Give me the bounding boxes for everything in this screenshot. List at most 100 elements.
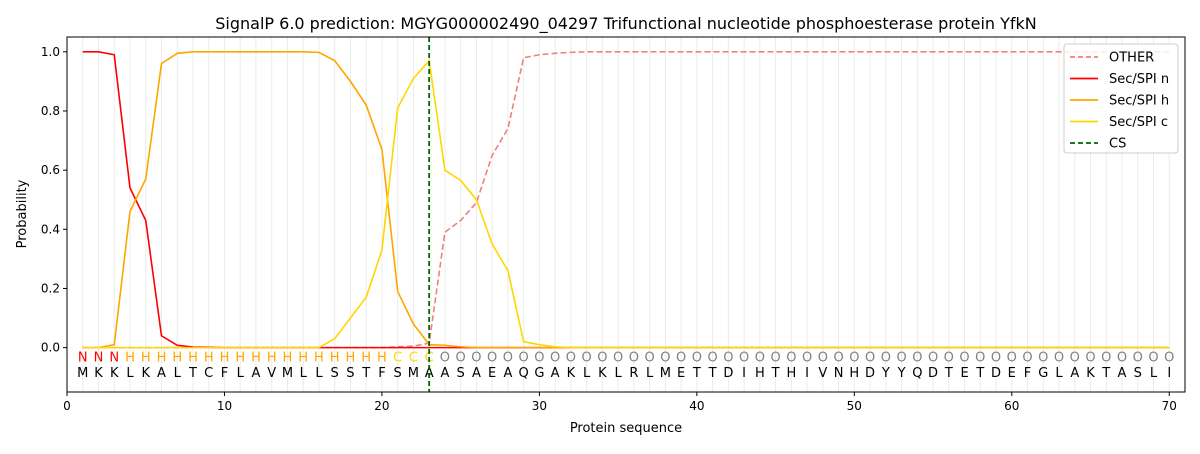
sequence-annotations: MKKLKALTCFLAVMLLSSTFSMAASAEAQGAKLKLRLMET…	[77, 351, 1174, 382]
region-label: O	[487, 351, 497, 366]
region-label: O	[1148, 351, 1158, 366]
region-label: O	[802, 351, 812, 366]
x-tick-label: 0	[63, 399, 71, 413]
region-label: O	[1117, 351, 1127, 366]
legend-entry: OTHER	[1109, 51, 1154, 66]
region-label: O	[944, 351, 954, 366]
y-tick-label: 0.8	[41, 104, 60, 118]
x-tick-label: 60	[1004, 399, 1019, 413]
region-label: O	[1101, 351, 1111, 366]
region-label: O	[440, 351, 450, 366]
region-label: H	[172, 351, 182, 366]
y-tick-label: 0.2	[41, 281, 60, 295]
region-label: O	[991, 351, 1001, 366]
residue-sequence: MKKLKALTCFLAVMLLSSTFSMAASAEAQGAKLKLRLMET…	[77, 366, 1171, 381]
region-label: O	[755, 351, 765, 366]
region-label: O	[896, 351, 906, 366]
region-label: O	[1085, 351, 1095, 366]
region-label: H	[267, 351, 277, 366]
region-label: O	[818, 351, 828, 366]
region-label: O	[723, 351, 733, 366]
region-label: N	[109, 351, 119, 366]
region-label: C	[409, 351, 418, 366]
region-label: O	[865, 351, 875, 366]
region-label: O	[676, 351, 686, 366]
region-label: O	[849, 351, 859, 366]
region-label: O	[471, 351, 481, 366]
y-tick-label: 0.4	[41, 222, 60, 236]
region-label: H	[346, 351, 356, 366]
region-label: O	[770, 351, 780, 366]
region-label: O	[550, 351, 560, 366]
region-label: H	[314, 351, 324, 366]
region-label: O	[582, 351, 592, 366]
region-label: H	[125, 351, 135, 366]
region-label: N	[94, 351, 104, 366]
region-label: H	[188, 351, 198, 366]
legend-entry: Sec/SPI h	[1109, 94, 1169, 109]
region-label: O	[456, 351, 466, 366]
legend-entry: Sec/SPI n	[1109, 72, 1169, 87]
region-label: C	[393, 351, 402, 366]
series-line-sec-spi-n	[82, 50, 1170, 349]
region-label: O	[534, 351, 544, 366]
region-label: O	[739, 351, 749, 366]
region-label: O	[1022, 351, 1032, 366]
region-label: H	[330, 351, 340, 366]
region-label: O	[1007, 351, 1017, 366]
x-tick-label: 70	[1162, 399, 1177, 413]
y-tick-label: 0.0	[41, 341, 60, 355]
ticks: 0 10 20 30 40 50 60 70 0.0 0.2 0.4 0.6 0.8 1.0	[41, 45, 1177, 413]
legend-entry: CS	[1109, 137, 1126, 152]
x-tick-label: 40	[689, 399, 704, 413]
y-tick-label: 1.0	[41, 45, 60, 59]
region-label: O	[1164, 351, 1174, 366]
legend-entry: Sec/SPI c	[1109, 115, 1168, 130]
region-label: O	[881, 351, 891, 366]
region-label: O	[833, 351, 843, 366]
region-label: O	[975, 351, 985, 366]
x-tick-label: 50	[847, 399, 862, 413]
region-label: O	[1054, 351, 1064, 366]
region-label: O	[1070, 351, 1080, 366]
region-label: O	[503, 351, 513, 366]
axes-frame	[66, 36, 1186, 393]
series-lines	[82, 37, 1170, 392]
region-label: O	[1038, 351, 1048, 366]
region-label: O	[645, 351, 655, 366]
region-label: O	[928, 351, 938, 366]
legend: OTHER Sec/SPI n Sec/SPI h Sec/SPI c CS	[1063, 43, 1179, 154]
region-label: O	[660, 351, 670, 366]
region-label: O	[1133, 351, 1143, 366]
x-tick-label: 10	[217, 399, 232, 413]
legend-box	[1063, 43, 1179, 154]
region-label: O	[707, 351, 717, 366]
grid	[82, 37, 1170, 392]
region-label: O	[629, 351, 639, 366]
x-axis-label: Protein sequence	[570, 421, 682, 436]
region-label: H	[251, 351, 261, 366]
series-line-other	[82, 50, 1170, 349]
region-label: H	[298, 351, 308, 366]
region-label: O	[566, 351, 576, 366]
region-label: H	[204, 351, 214, 366]
region-label: O	[597, 351, 607, 366]
region-label: H	[157, 351, 167, 366]
region-label: H	[361, 351, 371, 366]
region-label: O	[519, 351, 529, 366]
x-tick-label: 30	[532, 399, 547, 413]
region-label: O	[786, 351, 796, 366]
series-line-sec-spi-h	[82, 50, 1170, 349]
region-label: H	[141, 351, 151, 366]
region-label: O	[613, 351, 623, 366]
chart-title: SignalP 6.0 prediction: MGYG000002490_04…	[215, 14, 1037, 34]
region-label: H	[220, 351, 230, 366]
region-label: N	[78, 351, 88, 366]
region-label: O	[692, 351, 702, 366]
region-label: O	[959, 351, 969, 366]
y-axis-label: Probability	[15, 179, 30, 248]
region-label: O	[912, 351, 922, 366]
region-label: H	[283, 351, 293, 366]
